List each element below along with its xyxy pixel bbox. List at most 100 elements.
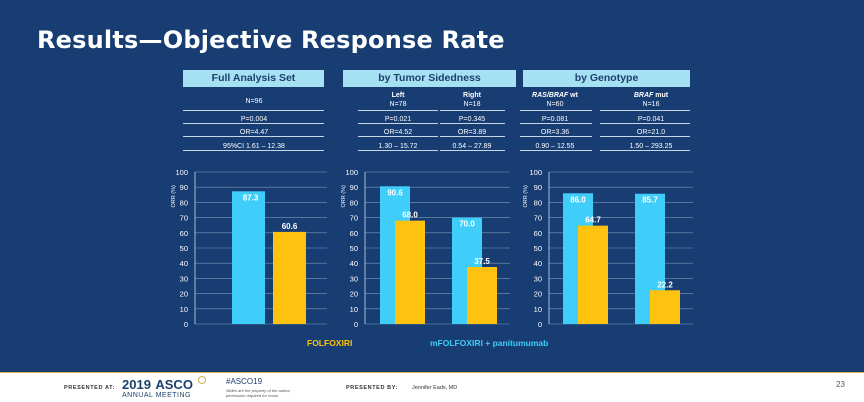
confidence-interval: 0.54 – 27.89 xyxy=(452,143,492,150)
table-divider xyxy=(183,150,324,151)
group-n: N=96 xyxy=(245,98,263,105)
header-genotype: by Genotype xyxy=(523,70,690,87)
odds-ratio: OR=3.89 xyxy=(457,129,487,136)
table-divider xyxy=(358,136,438,137)
group-name: Left xyxy=(358,91,438,100)
table-divider xyxy=(183,123,324,124)
table-group-label: RAS/BRAF wt N=60 xyxy=(515,91,595,109)
table-divider xyxy=(358,110,438,111)
table-divider xyxy=(358,123,438,124)
group-name-text: Left xyxy=(391,92,405,99)
confidence-interval: 1.50 – 293.25 xyxy=(629,143,673,150)
table-divider xyxy=(520,110,592,111)
data-label: 85.7 xyxy=(642,196,658,205)
logo-year: 2019 xyxy=(122,377,151,392)
y-tick-label: 70 xyxy=(350,214,358,223)
y-tick-label: 80 xyxy=(350,198,358,207)
y-tick-label: 10 xyxy=(534,305,542,314)
y-tick-label: 100 xyxy=(529,168,542,177)
p-value: P=0.345 xyxy=(458,116,486,123)
group-name-text: Right xyxy=(463,92,481,99)
table-divider xyxy=(183,136,324,137)
data-label: 87.3 xyxy=(243,193,259,202)
y-tick-label: 10 xyxy=(180,305,188,314)
data-label: 22.2 xyxy=(657,280,673,289)
y-tick-label: 90 xyxy=(180,183,188,192)
logo-annual-meeting: ANNUAL MEETING xyxy=(122,392,191,399)
y-tick-label: 40 xyxy=(534,259,542,268)
slide-title: Results—Objective Response Rate xyxy=(37,26,505,54)
p-value: P=0.041 xyxy=(637,116,665,123)
y-tick-label: 50 xyxy=(350,244,358,253)
y-tick-label: 100 xyxy=(345,168,358,177)
y-axis-label: ORR (%) xyxy=(171,185,177,207)
confidence-interval: 95%CI 1.61 – 12.38 xyxy=(223,143,285,150)
group-n: N=78 xyxy=(389,101,407,108)
p-value: P=0.021 xyxy=(384,116,412,123)
group-name-suffix: mut xyxy=(653,92,669,99)
y-axis-label: ORR (%) xyxy=(341,185,347,207)
table-divider xyxy=(520,123,592,124)
table-divider xyxy=(440,123,505,124)
y-tick-label: 30 xyxy=(350,274,358,283)
table-divider xyxy=(520,136,592,137)
odds-ratio: OR=3.36 xyxy=(540,129,570,136)
p-value: P=0.004 xyxy=(240,116,268,123)
y-tick-label: 10 xyxy=(350,305,358,314)
table-divider xyxy=(440,150,505,151)
y-tick-label: 90 xyxy=(350,183,358,192)
data-label: 64.7 xyxy=(585,216,601,225)
page-number: 23 xyxy=(836,380,845,389)
group-n: N=60 xyxy=(546,101,564,108)
presenter-name: Jennifer Eads, MD xyxy=(412,385,458,391)
group-n: N=16 xyxy=(642,101,660,108)
footer xyxy=(0,372,864,402)
table-divider xyxy=(440,136,505,137)
group-name: Right xyxy=(432,91,512,100)
logo-mark-icon xyxy=(198,376,207,384)
footer-divider xyxy=(0,372,864,373)
table-divider xyxy=(600,136,690,137)
presented-by-label: PRESENTED BY: xyxy=(346,385,399,391)
bar-folfoxiri xyxy=(578,225,608,324)
odds-ratio: OR=21.0 xyxy=(636,129,666,136)
y-tick-label: 20 xyxy=(350,290,358,299)
legend-folfoxiri: FOLFOXIRI xyxy=(307,338,353,348)
disclaimer-line-2: permission required for reuse. xyxy=(226,393,280,398)
group-name: BRAF mut xyxy=(611,91,691,100)
y-tick-label: 50 xyxy=(180,244,188,253)
y-tick-label: 60 xyxy=(180,229,188,238)
asco-logo: 2019 ASCO xyxy=(122,376,207,394)
odds-ratio: OR=4.52 xyxy=(383,129,413,136)
y-tick-label: 70 xyxy=(180,214,188,223)
table-divider xyxy=(183,110,324,111)
y-tick-label: 40 xyxy=(350,259,358,268)
y-tick-label: 0 xyxy=(354,320,358,329)
legend-mfolfoxiri: mFOLFOXIRI + panitumumab xyxy=(430,338,549,348)
table-divider xyxy=(520,150,592,151)
p-value: P=0.081 xyxy=(541,116,569,123)
table-divider xyxy=(358,150,438,151)
table-group-label: BRAF mut N=16 xyxy=(611,91,691,109)
y-tick-label: 40 xyxy=(180,259,188,268)
y-tick-label: 30 xyxy=(180,274,188,283)
y-tick-label: 50 xyxy=(534,244,542,253)
y-tick-label: 90 xyxy=(534,183,542,192)
header-full-analysis-set: Full Analysis Set xyxy=(183,70,324,87)
y-tick-label: 80 xyxy=(180,198,188,207)
table-group-label: Left N=78 xyxy=(358,91,438,109)
group-name-bold: RAS/BRAF xyxy=(532,92,569,99)
data-label: 37.5 xyxy=(474,257,490,266)
y-tick-label: 20 xyxy=(180,290,188,299)
y-tick-label: 30 xyxy=(534,274,542,283)
y-tick-label: 100 xyxy=(175,168,188,177)
y-tick-label: 70 xyxy=(534,214,542,223)
logo-asco: ASCO xyxy=(155,377,193,392)
data-label: 90.6 xyxy=(387,188,403,197)
bar-folfoxiri xyxy=(395,220,425,324)
y-tick-label: 60 xyxy=(534,229,542,238)
table-divider xyxy=(440,110,505,111)
bar-folfoxiri xyxy=(650,290,680,324)
group-name-bold: BRAF xyxy=(633,92,654,99)
data-label: 70.0 xyxy=(459,220,475,229)
